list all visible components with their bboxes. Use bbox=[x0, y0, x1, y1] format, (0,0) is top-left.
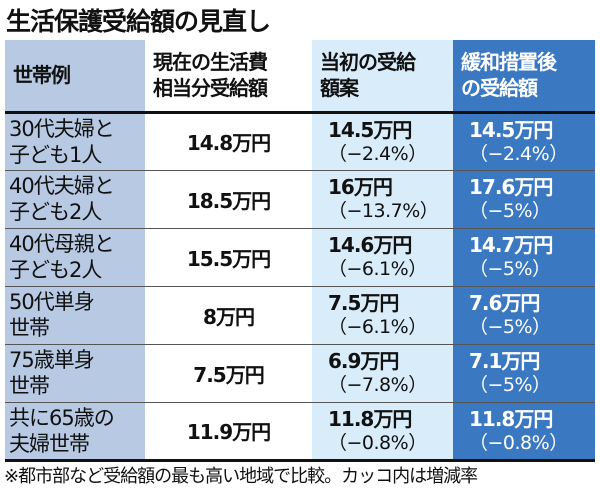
household-line: 子ども2人 bbox=[9, 200, 102, 224]
initial-cell: 7.5万円 （−6.1%） bbox=[312, 286, 453, 344]
initial-change: （−0.8%） bbox=[328, 431, 427, 454]
header-initial: 当初の受給 額案 bbox=[312, 40, 453, 112]
initial-change: （−2.4%） bbox=[328, 142, 427, 165]
initial-amount: 14.6万円 bbox=[328, 233, 412, 257]
header-household: 世帯例 bbox=[5, 40, 145, 112]
initial-cell: 6.9万円 （−7.8%） bbox=[312, 344, 453, 402]
household-line: 50代単身 bbox=[9, 290, 95, 314]
household-line: 40代夫婦と bbox=[9, 174, 115, 198]
eased-cell: 7.1万円 （−5%） bbox=[453, 344, 595, 402]
eased-change: （−0.8%） bbox=[469, 431, 568, 454]
eased-amount: 14.7万円 bbox=[469, 233, 553, 257]
household-line: 40代母親と bbox=[9, 232, 115, 256]
household-line: 子ども1人 bbox=[9, 142, 102, 167]
current-amount: 7.5万円 bbox=[145, 344, 312, 402]
header-current: 現在の生活費 相当分受給額 bbox=[145, 40, 312, 112]
table-row: 30代夫婦と 子ども1人 14.8万円 14.5万円 （−2.4%） 14.5万円 （−2.… bbox=[5, 112, 595, 170]
eased-change: （−5%） bbox=[469, 316, 551, 338]
footnote: ※都市部など受給額の最も高い地域で比較。カッコ内は増減率 bbox=[4, 466, 478, 487]
eased-amount: 7.6万円 bbox=[469, 291, 540, 315]
eased-change: （−5%） bbox=[469, 258, 551, 280]
eased-change: （−5%） bbox=[469, 374, 551, 396]
initial-change: （−6.1%） bbox=[328, 316, 427, 338]
eased-change: （−5%） bbox=[469, 200, 551, 222]
household-cell: 40代母親と 子ども2人 bbox=[5, 228, 145, 286]
benefit-table: 世帯例 現在の生活費 相当分受給額 当初の受給 額案 緩和措置後 の受給額 30代夫婦… bbox=[5, 40, 595, 462]
initial-cell: 14.6万円 （−6.1%） bbox=[312, 228, 453, 286]
initial-amount: 7.5万円 bbox=[328, 291, 399, 315]
eased-amount: 11.8万円 bbox=[469, 406, 553, 431]
eased-cell: 17.6万円 （−5%） bbox=[453, 170, 595, 228]
household-line: 世帯 bbox=[9, 316, 50, 340]
household-line: 30代夫婦と bbox=[9, 116, 115, 141]
current-amount: 8万円 bbox=[145, 286, 312, 344]
table-row: 40代夫婦と 子ども2人 18.5万円 16万円 （−13.7%） 17.6万円 （−5%） bbox=[5, 170, 595, 228]
initial-amount: 6.9万円 bbox=[328, 349, 399, 373]
initial-amount: 14.5万円 bbox=[328, 117, 412, 142]
current-amount: 18.5万円 bbox=[145, 170, 312, 228]
eased-change: （−2.4%） bbox=[469, 142, 568, 165]
table-row: 共に65歳の 夫婦世帯 11.9万円 11.8万円 （−0.8%） 11.8万円 （−0.8… bbox=[5, 402, 595, 460]
household-cell: 共に65歳の 夫婦世帯 bbox=[5, 402, 145, 460]
household-line: 75歳単身 bbox=[9, 348, 95, 372]
eased-cell: 14.5万円 （−2.4%） bbox=[453, 112, 595, 170]
eased-amount: 17.6万円 bbox=[469, 175, 553, 199]
initial-change: （−13.7%） bbox=[328, 200, 439, 222]
household-line: 夫婦世帯 bbox=[9, 431, 90, 456]
eased-amount: 7.1万円 bbox=[469, 349, 540, 373]
current-amount: 11.9万円 bbox=[145, 402, 312, 460]
table-row: 50代単身 世帯 8万円 7.5万円 （−6.1%） 7.6万円 （−5%） bbox=[5, 286, 595, 344]
eased-cell: 11.8万円 （−0.8%） bbox=[453, 402, 595, 460]
initial-amount: 16万円 bbox=[328, 175, 393, 199]
household-cell: 40代夫婦と 子ども2人 bbox=[5, 170, 145, 228]
household-line: 世帯 bbox=[9, 374, 50, 398]
household-line: 共に65歳の bbox=[9, 405, 115, 430]
initial-cell: 11.8万円 （−0.8%） bbox=[312, 402, 453, 460]
household-cell: 50代単身 世帯 bbox=[5, 286, 145, 344]
initial-cell: 16万円 （−13.7%） bbox=[312, 170, 453, 228]
header-eased: 緩和措置後 の受給額 bbox=[453, 40, 595, 112]
page-title: 生活保護受給額の見直し bbox=[6, 7, 271, 36]
current-amount: 15.5万円 bbox=[145, 228, 312, 286]
household-cell: 30代夫婦と 子ども1人 bbox=[5, 112, 145, 170]
current-amount: 14.8万円 bbox=[145, 112, 312, 170]
household-line: 子ども2人 bbox=[9, 258, 102, 282]
initial-cell: 14.5万円 （−2.4%） bbox=[312, 112, 453, 170]
table-row: 75歳単身 世帯 7.5万円 6.9万円 （−7.8%） 7.1万円 （−5%） bbox=[5, 344, 595, 402]
household-cell: 75歳単身 世帯 bbox=[5, 344, 145, 402]
eased-amount: 14.5万円 bbox=[469, 117, 553, 142]
initial-change: （−6.1%） bbox=[328, 258, 427, 280]
initial-change: （−7.8%） bbox=[328, 374, 427, 396]
table-row: 40代母親と 子ども2人 15.5万円 14.6万円 （−6.1%） 14.7万円 （−5%… bbox=[5, 228, 595, 286]
eased-cell: 14.7万円 （−5%） bbox=[453, 228, 595, 286]
eased-cell: 7.6万円 （−5%） bbox=[453, 286, 595, 344]
header-row: 世帯例 現在の生活費 相当分受給額 当初の受給 額案 緩和措置後 の受給額 bbox=[5, 40, 595, 112]
initial-amount: 11.8万円 bbox=[328, 406, 412, 431]
